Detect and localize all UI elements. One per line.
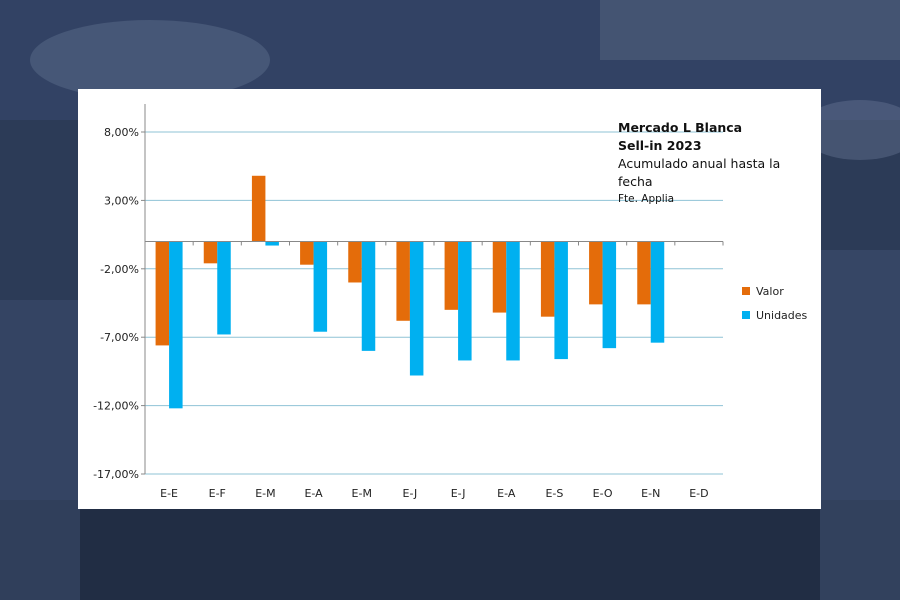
x-tick-label: E-J — [403, 487, 418, 500]
bar-valor — [540, 241, 555, 317]
y-tick-label: -7,00% — [100, 331, 139, 344]
bar-valor — [251, 175, 266, 242]
bar-valor — [348, 241, 362, 283]
legend-swatch-unidades — [742, 311, 750, 319]
legend-item-valor: Valor — [742, 279, 807, 303]
legend-label-unidades: Unidades — [756, 308, 808, 322]
x-tick-label: E-D — [689, 487, 708, 500]
bar-valor — [637, 241, 651, 305]
y-tick-label: -12,00% — [93, 400, 139, 413]
chart-panel: 8,00% 3,00% -2,00% -7,00% -12,00% -17,00% E-E E… — [78, 89, 821, 509]
y-tick-label: -2,00% — [100, 263, 139, 276]
bar-unidades — [169, 241, 183, 409]
chart-subtitle-line-2: fecha — [618, 174, 653, 189]
bar-chart: 8,00% 3,00% -2,00% -7,00% -12,00% -17,00% E-E E… — [93, 104, 724, 500]
bar-valor — [444, 241, 459, 310]
legend-label-valor: Valor — [756, 284, 784, 298]
legend-swatch-valor — [742, 287, 750, 295]
bar-unidades — [409, 241, 424, 376]
y-tick-label: 8,00% — [104, 126, 139, 139]
bar-unidades — [265, 241, 279, 246]
chart-title-line-2: Sell-in 2023 — [618, 138, 702, 153]
y-tick-label: 3,00% — [104, 194, 139, 207]
bar-unidades — [361, 241, 376, 351]
bar-valor — [155, 241, 170, 346]
bar-valor — [203, 241, 218, 264]
chart-source: Fte. Applia — [618, 193, 675, 205]
x-tick-label: E-F — [209, 487, 226, 500]
legend-item-unidades: Unidades — [742, 303, 807, 327]
bar-unidades — [506, 241, 520, 361]
x-tick-label: E-S — [545, 487, 563, 500]
bar-unidades — [602, 241, 617, 349]
bar-valor — [300, 241, 314, 265]
bar-valor — [589, 241, 603, 305]
x-tick-label: E-M — [255, 487, 275, 500]
bar-unidades — [313, 241, 328, 332]
x-tick-label: E-E — [160, 487, 178, 500]
x-tick-label: E-A — [497, 487, 516, 500]
chart-title-line-1: Mercado L Blanca — [618, 120, 743, 135]
bar-unidades — [458, 241, 472, 361]
chart-subtitle-line-1: Acumulado anual hasta la — [618, 156, 781, 171]
chart-legend: Valor Unidades — [742, 279, 807, 327]
x-tick-label: E-O — [593, 487, 613, 500]
x-tick-label: E-J — [451, 487, 466, 500]
x-tick-label: E-M — [352, 487, 372, 500]
x-tick-label: E-A — [304, 487, 323, 500]
x-tick-label: E-N — [641, 487, 660, 500]
bar-unidades — [650, 241, 665, 343]
bar-unidades — [217, 241, 231, 335]
bar-valor — [492, 241, 507, 313]
chart-title-block: Mercado L Blanca Sell-in 2023 Acumulado … — [618, 119, 818, 207]
y-tick-label: -17,00% — [93, 468, 139, 481]
bar-valor — [396, 241, 410, 321]
bar-unidades — [554, 241, 568, 360]
